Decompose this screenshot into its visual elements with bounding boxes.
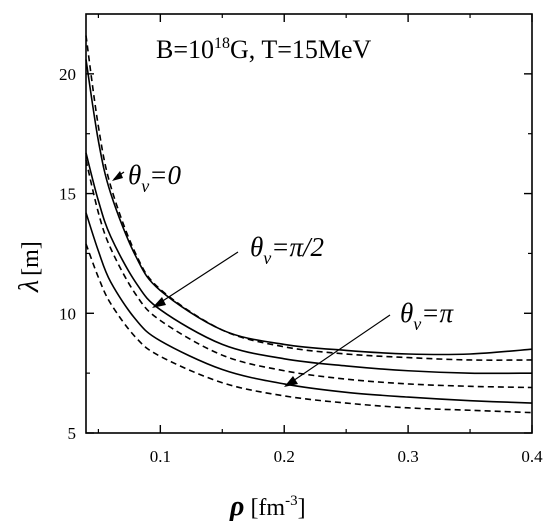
x-tick-label: 0.3	[397, 447, 418, 466]
series-curves	[85, 35, 533, 414]
x-axis-symbol: ρ	[229, 491, 244, 522]
y-tick-label: 20	[59, 65, 76, 84]
annotation-theta-pi2-rest: =π/2	[271, 232, 324, 262]
y-axis-unit: [m]	[18, 241, 44, 276]
y-tick-label: 5	[68, 424, 77, 443]
annotation-theta-pi2-leader	[157, 251, 239, 305]
chart-title: B=1018G, T=15MeV	[156, 35, 372, 64]
x-tick-label: 0.2	[274, 447, 295, 466]
x-axis-label: ρ [fm-3]	[229, 491, 306, 522]
x-tick-labels: 0.1 0.2 0.3 0.4	[150, 447, 543, 466]
annotation-theta-0-subscript: ν	[141, 176, 149, 196]
y-tick-label: 10	[59, 304, 76, 323]
annotation-theta-pi-arrowhead	[284, 376, 298, 387]
annotation-theta-0-arrowhead	[112, 171, 123, 181]
x-tick-label: 0.4	[521, 447, 543, 466]
annotation-theta-0-symbol: θ	[128, 160, 141, 190]
annotation-theta-pi: θν=π	[400, 298, 454, 334]
series-line-theta-0-solid	[85, 59, 533, 356]
series-line-theta-pi-solid	[85, 212, 533, 404]
title-superscript: 18	[214, 35, 230, 52]
x-axis-unit-superscript: -3	[285, 493, 298, 509]
annotation-theta-pi-symbol: θ	[400, 298, 413, 328]
annotation-theta-0-rest: =0	[149, 160, 181, 190]
x-axis-unit-prefix: [fm	[250, 495, 285, 521]
annotation-theta-pi-leader	[289, 314, 391, 384]
y-axis-label: λ [m]	[14, 241, 45, 293]
annotation-theta-pi2-symbol: θ	[250, 232, 263, 262]
x-axis-unit-suffix: ]	[298, 495, 306, 521]
annotation-theta-pi-subscript: ν	[413, 314, 421, 334]
title-prefix: B=10	[156, 35, 214, 64]
series-line-theta-0-dashed	[85, 35, 533, 361]
annotation-theta-0: θν=0	[128, 160, 181, 196]
x-tick-label: 0.1	[150, 447, 171, 466]
series-line-theta-pi2-dashed	[85, 159, 533, 389]
y-tick-label: 15	[59, 185, 76, 204]
annotation-theta-pi2: θν=π/2	[250, 232, 324, 268]
annotation-theta-pi2-arrowhead	[152, 297, 166, 308]
series-line-theta-pi2-solid	[85, 152, 533, 375]
y-axis-symbol: λ	[14, 280, 45, 293]
y-tick-labels: 5 10 15 20	[59, 65, 76, 443]
annotation-theta-pi2-subscript: ν	[263, 248, 271, 268]
annotation-theta-pi-rest: =π	[421, 298, 454, 328]
series-line-theta-pi-dashed	[85, 243, 533, 414]
plot-frame	[85, 13, 533, 434]
title-suffix: G, T=15MeV	[230, 35, 372, 64]
